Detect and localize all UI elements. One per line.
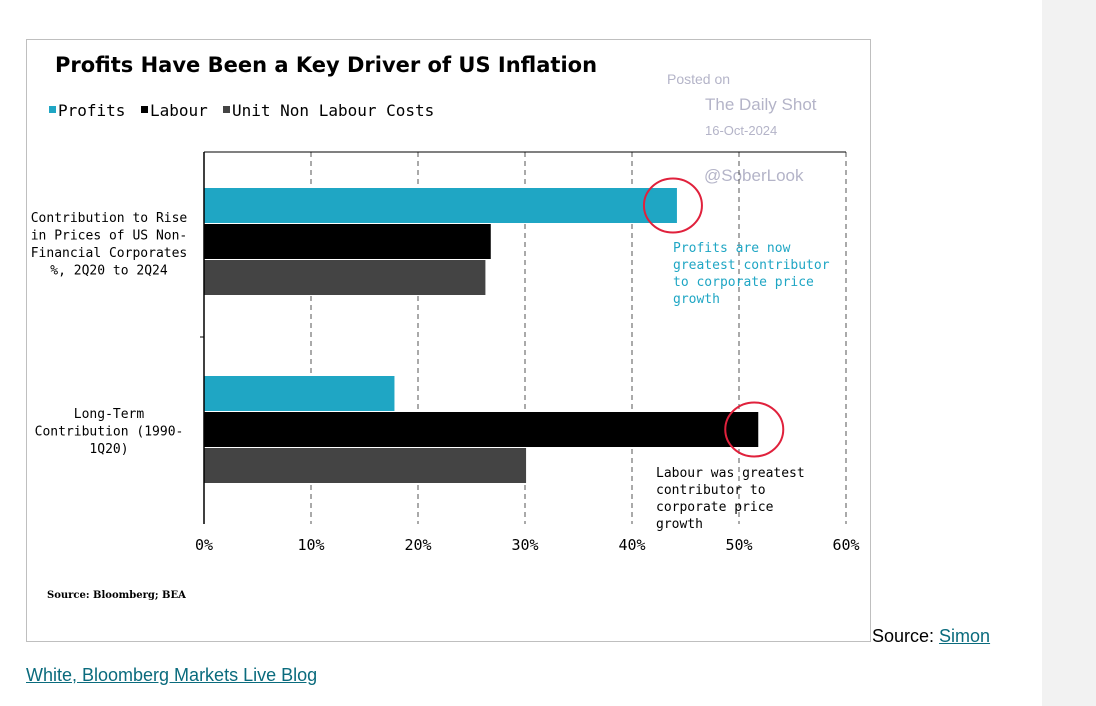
- chart-title: Profits Have Been a Key Driver of US Inf…: [55, 53, 597, 77]
- x-tick-labels: 0% 10% 20% 30% 40% 50% 60%: [195, 536, 860, 554]
- figure-caption-line2: White, Bloomberg Markets Live Blog: [26, 665, 317, 686]
- caption-prefix: Source:: [872, 626, 940, 646]
- chart-figure: Profits Have Been a Key Driver of US Inf…: [26, 39, 871, 642]
- legend-label-0: Profits: [58, 101, 125, 120]
- annotation-0-line-3: growth: [673, 292, 720, 307]
- bar-profits-1: [204, 376, 395, 411]
- category-label-1-line-1: Contribution (1990-: [35, 425, 184, 440]
- annotation-0-line-1: greatest contributor: [673, 258, 830, 273]
- x-tick-label-5: 50%: [725, 536, 752, 554]
- x-tick-label-1: 10%: [297, 536, 324, 554]
- bar-chart: Profits Have Been a Key Driver of US Inf…: [31, 53, 860, 601]
- annotation-0-line-0: Profits are now: [673, 241, 791, 256]
- annotations: Profits are now greatest contributor to co…: [656, 241, 830, 532]
- axes: [200, 151, 846, 524]
- annotation-0-line-2: to corporate price: [673, 275, 814, 290]
- legend-label-1: Labour: [150, 101, 208, 120]
- category-label-0-line-1: in Prices of US Non-: [31, 229, 188, 244]
- bars: [204, 188, 759, 483]
- x-tick-label-6: 60%: [832, 536, 859, 554]
- watermark-handle: @SoberLook: [704, 166, 804, 185]
- figure-caption: Source: Simon: [872, 626, 990, 647]
- category-label-1-line-2: 1Q20): [89, 442, 128, 457]
- legend-label-2: Unit Non Labour Costs: [232, 101, 434, 120]
- highlight-circle-0: [642, 177, 703, 234]
- bar-unit-non-labour-costs-0: [204, 260, 486, 295]
- right-margin-strip: [1042, 0, 1096, 706]
- x-tick-label-4: 40%: [618, 536, 645, 554]
- annotation-1-line-2: corporate price: [656, 500, 774, 515]
- annotation-1-line-0: Labour was greatest: [656, 466, 805, 481]
- annotation-1-line-1: contributor to: [656, 483, 766, 498]
- watermark-site: The Daily Shot: [705, 95, 817, 114]
- legend-swatch-0: [49, 106, 56, 113]
- category-label-0-line-3: %, 2Q20 to 2Q24: [50, 264, 168, 279]
- legend-swatch-2: [223, 106, 230, 113]
- annotation-1-line-3: growth: [656, 517, 703, 532]
- x-tick-label-3: 30%: [511, 536, 538, 554]
- bar-labour-1: [204, 412, 759, 447]
- highlight-circles: [642, 177, 785, 458]
- bar-profits-0: [204, 188, 677, 223]
- watermark-date: 16-Oct-2024: [705, 123, 777, 138]
- watermark: Posted on The Daily Shot 16-Oct-2024 @So…: [667, 71, 817, 185]
- watermark-posted-on: Posted on: [667, 71, 730, 87]
- category-label-0-line-2: Financial Corporates: [31, 246, 188, 261]
- category-label-1-line-0: Long-Term: [74, 407, 145, 422]
- legend: Profits Labour Unit Non Labour Costs: [49, 101, 434, 120]
- chart-source: Source: Bloomberg; BEA: [47, 590, 186, 601]
- legend-swatch-1: [141, 106, 148, 113]
- x-tick-label-0: 0%: [195, 536, 213, 554]
- highlight-circle-1: [724, 401, 785, 458]
- x-tick-label-2: 20%: [404, 536, 431, 554]
- category-labels: Contribution to Rise in Prices of US Non-…: [31, 211, 188, 457]
- bar-labour-0: [204, 224, 491, 259]
- category-label-0-line-0: Contribution to Rise: [31, 211, 188, 226]
- bar-unit-non-labour-costs-1: [204, 448, 527, 483]
- caption-link-simon[interactable]: Simon: [939, 626, 991, 646]
- caption-link-bloomberg[interactable]: White, Bloomberg Markets Live Blog: [26, 665, 318, 685]
